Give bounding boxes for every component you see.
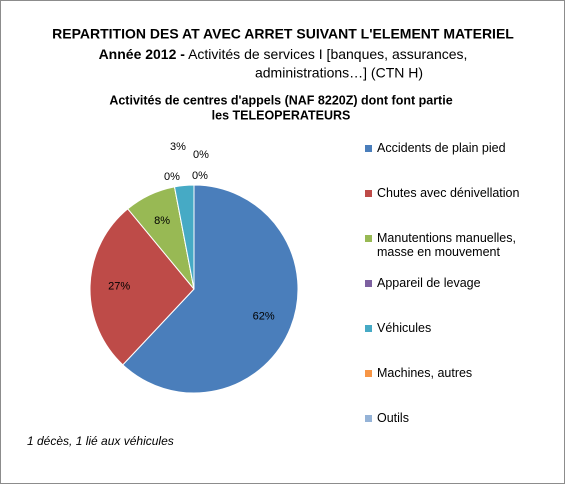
data-label: 62% xyxy=(253,310,275,322)
legend-item: Outils xyxy=(365,411,409,425)
subtitle-lead: Année 2012 - xyxy=(99,46,186,62)
legend-label: Chutes avec dénivellation xyxy=(377,186,520,200)
legend-item: Accidents de plain pied xyxy=(365,141,506,155)
legend-swatch xyxy=(365,370,372,377)
data-label: 0% xyxy=(193,149,209,161)
data-label: 3% xyxy=(170,141,186,153)
legend-swatch xyxy=(365,145,372,152)
title: REPARTITION DES AT AVEC ARRET SUIVANT L'… xyxy=(52,26,514,42)
subtitle-line: Activités de services I [banques, assura… xyxy=(188,46,467,62)
data-label: 27% xyxy=(108,281,130,293)
legend-label: Outils xyxy=(377,411,409,425)
legend-label: Véhicules xyxy=(377,321,432,335)
legend-swatch xyxy=(365,280,372,287)
legend-item: Manutentions manuelles, masse en mouveme… xyxy=(365,231,535,259)
subtitle: Année 2012 - Activités de services I [ba… xyxy=(99,46,468,62)
subtitle-line: administrations…] (CTN H) xyxy=(255,65,423,81)
legend-label: Machines, autres xyxy=(377,366,473,380)
legend-item: Véhicules xyxy=(365,321,431,335)
chart-title: les TELEOPERATEURS xyxy=(212,108,351,122)
data-label: 0% xyxy=(164,171,180,183)
chart-title: Activités de centres d'appels (NAF 8220Z… xyxy=(109,93,452,107)
annotation: 1 décès, 1 lié aux véhicules xyxy=(27,434,174,448)
data-label: 8% xyxy=(154,215,170,227)
legend-swatch xyxy=(365,235,372,242)
legend-item: Machines, autres xyxy=(365,366,472,380)
pie-slice xyxy=(122,184,299,394)
legend-swatch xyxy=(365,190,372,197)
legend-swatch xyxy=(365,325,372,332)
pie-slice xyxy=(89,208,195,366)
legend-item: Appareil de levage xyxy=(365,276,481,290)
legend-swatch xyxy=(365,415,372,422)
legend-item: Chutes avec dénivellation xyxy=(365,186,519,200)
data-label: 0% xyxy=(192,170,208,182)
legend-label: Manutentions manuelles, masse en mouveme… xyxy=(377,231,516,259)
legend-label: Appareil de levage xyxy=(377,276,481,290)
legend-label: Accidents de plain pied xyxy=(377,141,506,155)
